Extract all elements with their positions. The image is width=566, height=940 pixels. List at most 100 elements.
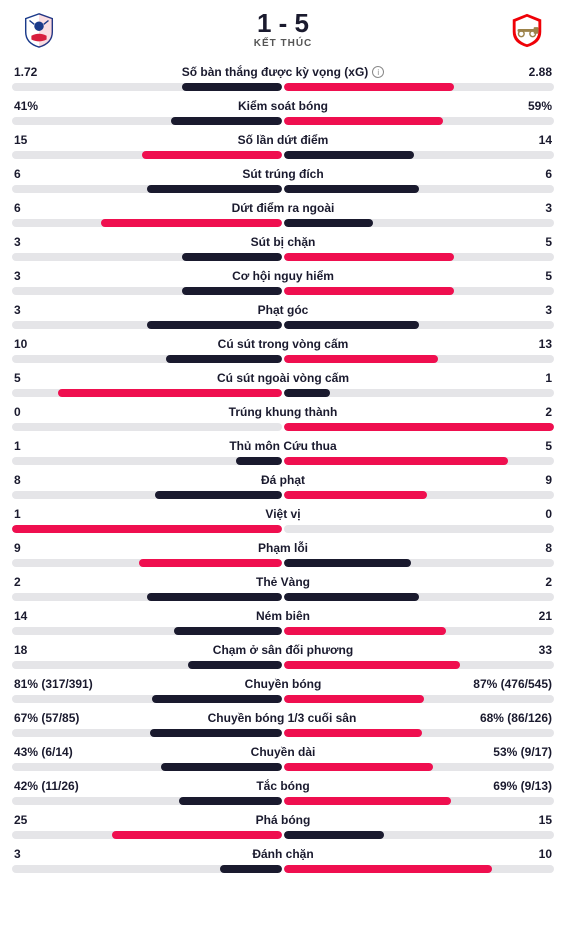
stat-home-value: 9	[14, 541, 84, 555]
stat-row: 5Cú sút ngoài vòng cấm1	[12, 369, 554, 397]
stat-row: 1.72Số bàn thắng được kỳ vọng (xG)i2.88	[12, 63, 554, 91]
stat-name: Phá bóng	[84, 813, 482, 827]
stat-bar-away-track	[284, 355, 554, 363]
stat-home-value: 67% (57/85)	[14, 711, 84, 725]
stat-bar-home-fill	[182, 83, 282, 91]
stat-bar	[12, 321, 554, 329]
stat-name: Việt vị	[84, 507, 482, 521]
stat-bar-home-track	[12, 661, 282, 669]
stat-name: Phạt góc	[84, 303, 482, 317]
stat-bar-away-track	[284, 661, 554, 669]
stat-bar-home-track	[12, 389, 282, 397]
stat-away-value: 5	[482, 439, 552, 453]
stat-home-value: 3	[14, 235, 84, 249]
stat-name-text: Phá bóng	[256, 813, 311, 827]
stat-name: Thủ môn Cứu thua	[84, 439, 482, 453]
stat-name: Chuyền dài	[84, 745, 482, 759]
stat-away-value: 15	[482, 813, 552, 827]
stat-row: 1Việt vị0	[12, 505, 554, 533]
stat-name-text: Chuyền bóng	[245, 677, 322, 691]
stat-bar-away-track	[284, 185, 554, 193]
stat-labels: 25Phá bóng15	[12, 811, 554, 831]
stat-bar-home-track	[12, 253, 282, 261]
stat-labels: 3Đánh chặn10	[12, 845, 554, 865]
stat-away-value: 5	[482, 235, 552, 249]
stat-bar-home-track	[12, 763, 282, 771]
stat-row: 3Đánh chặn10	[12, 845, 554, 873]
stat-bar-away-fill	[284, 423, 554, 431]
stat-home-value: 0	[14, 405, 84, 419]
stat-row: 9Phạm lỗi8	[12, 539, 554, 567]
stat-bar-home-fill	[147, 185, 282, 193]
stat-name: Thẻ Vàng	[84, 575, 482, 589]
stat-bar-away-track	[284, 559, 554, 567]
stat-row: 15Số lần dứt điểm14	[12, 131, 554, 159]
stat-row: 14Ném biên21	[12, 607, 554, 635]
stat-home-value: 1	[14, 439, 84, 453]
stat-name: Phạm lỗi	[84, 541, 482, 555]
stat-home-value: 8	[14, 473, 84, 487]
stat-bar	[12, 525, 554, 533]
stat-row: 25Phá bóng15	[12, 811, 554, 839]
stat-bar-home-track	[12, 151, 282, 159]
stat-home-value: 10	[14, 337, 84, 351]
stat-home-value: 18	[14, 643, 84, 657]
stat-bar	[12, 219, 554, 227]
stat-name-text: Cú sút trong vòng cấm	[218, 337, 349, 351]
stat-name-text: Chuyền dài	[251, 745, 316, 759]
stat-name: Cơ hội nguy hiểm	[84, 269, 482, 283]
stat-away-value: 87% (476/545)	[473, 677, 552, 691]
stat-labels: 41%Kiểm soát bóng59%	[12, 97, 554, 117]
stat-bar-away-fill	[284, 627, 446, 635]
stat-name: Chuyền bóng 1/3 cuối sân	[84, 711, 480, 725]
stat-away-value: 8	[482, 541, 552, 555]
stat-bar	[12, 253, 554, 261]
stat-bar-home-fill	[161, 763, 283, 771]
stat-away-value: 14	[482, 133, 552, 147]
stat-bar	[12, 831, 554, 839]
stat-name-text: Chuyền bóng 1/3 cuối sân	[208, 711, 357, 725]
match-status: KẾT THÚC	[254, 38, 313, 49]
stat-labels: 8Đá phạt9	[12, 471, 554, 491]
stat-name: Tắc bóng	[84, 779, 482, 793]
stat-bar-home-fill	[147, 321, 282, 329]
stat-bar-home-fill	[174, 627, 282, 635]
stat-row: 6Dứt điểm ra ngoài3	[12, 199, 554, 227]
stat-name: Sút bị chặn	[84, 235, 482, 249]
stat-bar-away-fill	[284, 797, 451, 805]
stat-bar-away-fill	[284, 491, 427, 499]
stat-row: 42% (11/26)Tắc bóng69% (9/13)	[12, 777, 554, 805]
stat-labels: 6Dứt điểm ra ngoài3	[12, 199, 554, 219]
stat-name: Đánh chặn	[84, 847, 482, 861]
stat-bar-away-track	[284, 321, 554, 329]
stat-bar-away-fill	[284, 83, 454, 91]
stat-bar-away-fill	[284, 253, 454, 261]
stat-away-value: 59%	[482, 99, 552, 113]
stat-name: Ném biên	[84, 609, 482, 623]
stat-bar-away-fill	[284, 151, 414, 159]
stat-home-value: 3	[14, 303, 84, 317]
info-icon[interactable]: i	[372, 66, 384, 78]
stat-bar-home-fill	[142, 151, 282, 159]
stat-bar-home-track	[12, 117, 282, 125]
stat-bar-home-track	[12, 831, 282, 839]
away-crest-icon	[508, 11, 546, 49]
stat-row: 8Đá phạt9	[12, 471, 554, 499]
stat-row: 2Thẻ Vàng2	[12, 573, 554, 601]
stat-away-value: 2	[482, 575, 552, 589]
stat-bar-away-fill	[284, 321, 419, 329]
stat-bar-away-fill	[284, 559, 411, 567]
stat-labels: 1Việt vị0	[12, 505, 554, 525]
stat-labels: 14Ném biên21	[12, 607, 554, 627]
stat-bar-home-fill	[101, 219, 282, 227]
stat-away-value: 6	[482, 167, 552, 181]
stat-bar	[12, 763, 554, 771]
stat-bar-away-fill	[284, 287, 454, 295]
stat-labels: 43% (6/14)Chuyền dài53% (9/17)	[12, 743, 554, 763]
stat-bar-away-track	[284, 627, 554, 635]
stat-away-value: 21	[482, 609, 552, 623]
stat-bar-home-track	[12, 423, 282, 431]
stat-name: Số bàn thắng được kỳ vọng (xG)i	[84, 65, 482, 79]
stat-home-value: 1.72	[14, 65, 84, 79]
stat-home-value: 5	[14, 371, 84, 385]
